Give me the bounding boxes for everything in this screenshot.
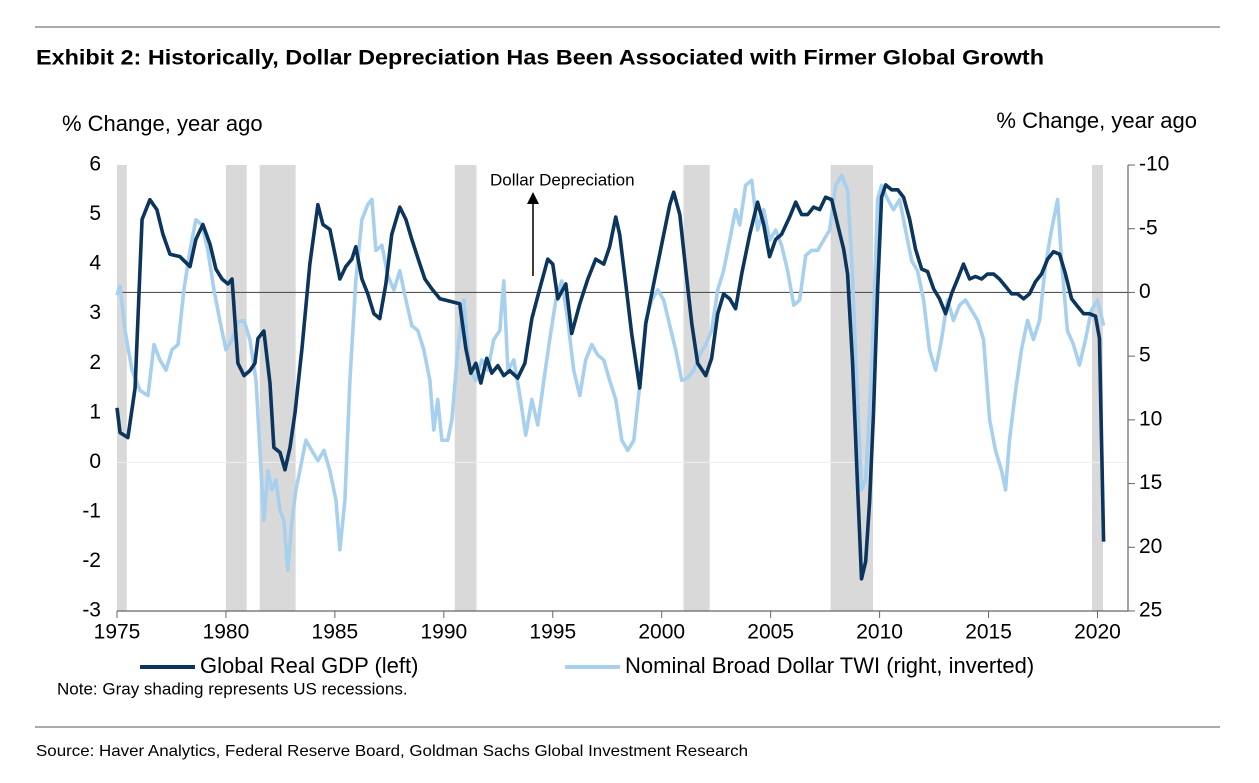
legend-label: Global Real GDP (left) (200, 653, 418, 678)
y2-tick-label: 10 (1139, 407, 1162, 430)
y2-tick-label: 0 (1139, 280, 1151, 303)
y-tick-label: -2 (82, 549, 101, 572)
recession-band (683, 165, 710, 611)
y2-axis-label: % Change, year ago (996, 108, 1197, 133)
y-tick-label: 4 (89, 252, 101, 275)
y2-tick-label: 20 (1139, 535, 1162, 558)
note: Note: Gray shading represents US recessi… (57, 679, 408, 698)
recession-band (454, 165, 477, 611)
y2-tick-label: -10 (1139, 153, 1169, 176)
y-tick-label: 2 (89, 351, 101, 374)
x-tick-label: 1995 (529, 621, 576, 644)
annotation-arrowhead (527, 192, 539, 204)
x-tick-label: 2005 (747, 621, 794, 644)
y-tick-label: 6 (89, 153, 101, 176)
y-tick-label: -1 (82, 499, 101, 522)
y-tick-label: 5 (89, 202, 101, 225)
y-tick-label: 3 (89, 301, 101, 324)
x-tick-label: 1985 (312, 621, 359, 644)
x-tick-label: 2000 (638, 621, 685, 644)
recession-band (117, 165, 127, 611)
x-tick-label: 2010 (856, 621, 903, 644)
recession-band (1092, 165, 1103, 611)
source: Source: Haver Analytics, Federal Reserve… (36, 743, 748, 760)
x-tick-label: 1980 (203, 621, 250, 644)
y2-tick-label: 5 (1139, 344, 1151, 367)
y-tick-label: 0 (89, 450, 101, 473)
x-tick-label: 1990 (420, 621, 467, 644)
legend-label: Nominal Broad Dollar TWI (right, inverte… (625, 653, 1034, 678)
series-line (115, 183, 1106, 581)
y-tick-label: 1 (89, 400, 101, 423)
y2-tick-label: -5 (1139, 216, 1158, 239)
x-tick-label: 2020 (1074, 621, 1121, 644)
chart-title: Exhibit 2: Historically, Dollar Deprecia… (36, 47, 1044, 70)
y-tick-label: -3 (82, 599, 101, 622)
y2-tick-label: 25 (1139, 599, 1162, 622)
recession-band (225, 165, 247, 611)
y-axis-label: % Change, year ago (62, 111, 263, 136)
x-tick-label: 1975 (94, 621, 141, 644)
series-line (115, 173, 1106, 573)
y2-tick-label: 15 (1139, 471, 1162, 494)
annotation: Dollar Depreciation (490, 170, 635, 189)
plot-area (115, 164, 1135, 618)
x-tick-label: 2015 (965, 621, 1012, 644)
